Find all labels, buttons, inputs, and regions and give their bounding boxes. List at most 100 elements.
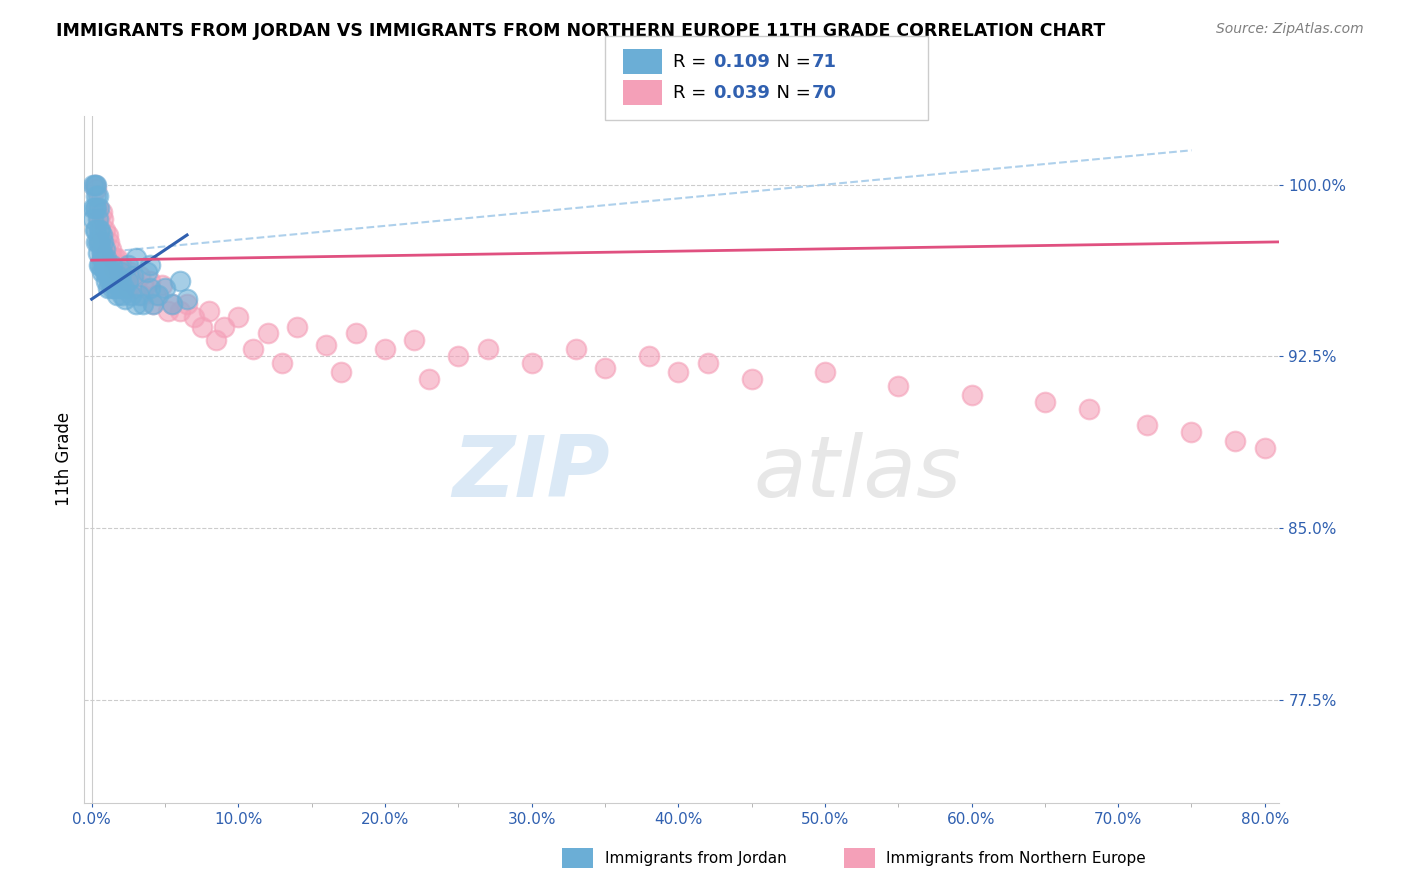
Point: [84, 223, 107, 237]
Point: [183, 310, 205, 325]
Text: 71: 71: [811, 53, 837, 70]
Point: [198, 303, 221, 318]
Point: [134, 281, 156, 295]
Point: [87, 211, 110, 226]
Text: 0.109: 0.109: [713, 53, 769, 70]
Point: [101, 281, 124, 295]
Point: [87, 235, 110, 249]
Point: [139, 274, 162, 288]
Point: [142, 296, 165, 310]
Point: [86, 246, 108, 260]
Point: [142, 296, 165, 310]
Point: [150, 278, 173, 293]
Point: [146, 287, 169, 301]
Point: [110, 265, 132, 279]
Point: [125, 281, 148, 295]
Point: [125, 251, 148, 265]
Point: [93, 251, 115, 265]
Point: [108, 281, 131, 295]
Point: [104, 251, 127, 265]
Point: [117, 258, 139, 272]
Point: [374, 343, 396, 357]
Point: [114, 292, 136, 306]
Point: [91, 251, 114, 265]
Point: [83, 178, 105, 192]
Point: [117, 274, 139, 288]
Point: [101, 251, 124, 265]
Point: [101, 258, 124, 272]
Text: Immigrants from Jordan: Immigrants from Jordan: [605, 851, 786, 865]
Point: [100, 242, 122, 256]
Point: [593, 360, 616, 375]
Point: [638, 349, 661, 363]
Point: [139, 258, 162, 272]
Point: [93, 235, 115, 249]
Point: [84, 189, 107, 203]
Point: [91, 265, 114, 279]
Point: [84, 201, 107, 215]
Point: [1180, 425, 1202, 439]
Text: N =: N =: [765, 84, 817, 102]
Point: [91, 227, 114, 242]
Point: [94, 265, 117, 279]
Point: [128, 287, 150, 301]
Point: [98, 235, 121, 249]
Point: [96, 246, 118, 260]
Point: [1077, 402, 1099, 417]
Point: [121, 274, 143, 288]
Point: [115, 274, 138, 288]
Point: [83, 201, 105, 215]
Point: [121, 269, 143, 284]
Point: [256, 326, 278, 341]
Point: [344, 326, 367, 341]
Point: [176, 292, 198, 306]
Point: [404, 334, 426, 348]
Text: Source: ZipAtlas.com: Source: ZipAtlas.com: [1216, 22, 1364, 37]
Point: [169, 274, 191, 288]
Point: [82, 178, 104, 192]
Point: [205, 334, 228, 348]
Point: [94, 223, 117, 237]
Point: [89, 258, 111, 272]
Point: [93, 211, 115, 226]
Point: [190, 319, 212, 334]
Point: [814, 365, 837, 379]
Point: [104, 281, 127, 295]
Point: [112, 269, 135, 284]
Point: [93, 258, 115, 272]
Text: Immigrants from Northern Europe: Immigrants from Northern Europe: [886, 851, 1146, 865]
Point: [887, 379, 910, 393]
Point: [97, 258, 120, 272]
Point: [108, 269, 131, 284]
Point: [741, 372, 763, 386]
Point: [107, 262, 129, 277]
Point: [156, 303, 179, 318]
Point: [1136, 417, 1159, 432]
Y-axis label: 11th Grade: 11th Grade: [55, 412, 73, 507]
Point: [120, 287, 142, 301]
Point: [94, 258, 117, 272]
Point: [98, 274, 121, 288]
Point: [84, 235, 107, 249]
Point: [1225, 434, 1247, 448]
Point: [97, 281, 120, 295]
Point: [89, 235, 111, 249]
Point: [87, 258, 110, 272]
Point: [666, 365, 689, 379]
Point: [131, 287, 153, 301]
Point: [960, 388, 983, 402]
Point: [104, 274, 127, 288]
Point: [94, 242, 117, 256]
Point: [242, 343, 264, 357]
Point: [271, 356, 294, 370]
Point: [82, 201, 104, 215]
Point: [86, 189, 108, 203]
Point: [477, 343, 499, 357]
Point: [100, 274, 122, 288]
Point: [83, 178, 105, 192]
Point: [176, 296, 198, 310]
Point: [103, 262, 125, 277]
Point: [84, 182, 107, 196]
Point: [117, 281, 139, 295]
Point: [132, 296, 155, 310]
